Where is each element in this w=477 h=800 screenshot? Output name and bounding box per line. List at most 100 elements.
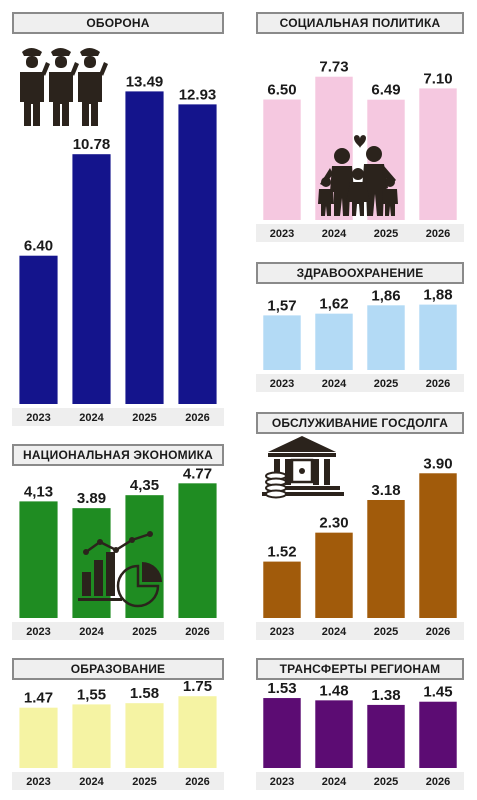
family-heart-icon bbox=[318, 135, 398, 216]
bar bbox=[178, 483, 217, 618]
data-label: 1,86 bbox=[371, 287, 400, 304]
data-label: 1,55 bbox=[77, 686, 106, 703]
tick-label: 2025 bbox=[374, 626, 398, 638]
chart-title: ТРАНСФЕРТЫ РЕГИОНАМ bbox=[256, 658, 464, 680]
chart-title: НАЦИОНАЛЬНАЯ ЭКОНОМИКА bbox=[12, 444, 224, 466]
bar bbox=[315, 532, 353, 618]
tick-label: 2023 bbox=[270, 228, 294, 240]
data-label: 6.40 bbox=[24, 238, 53, 255]
growth-chart-icon bbox=[78, 531, 162, 608]
data-label: 4.77 bbox=[183, 465, 212, 482]
tick-label: 2026 bbox=[185, 412, 209, 424]
bar bbox=[263, 99, 301, 220]
data-label: 3.89 bbox=[77, 490, 106, 507]
tick-label: 2024 bbox=[79, 412, 104, 424]
bar bbox=[72, 154, 111, 404]
tick-label: 2023 bbox=[270, 378, 294, 390]
bar bbox=[419, 701, 457, 768]
year-strip bbox=[12, 772, 224, 790]
tick-label: 2024 bbox=[79, 626, 104, 638]
bar bbox=[419, 88, 457, 220]
data-label: 1.52 bbox=[267, 544, 296, 561]
chart-title: ЗДРАВООХРАНЕНИЕ bbox=[256, 262, 464, 284]
tick-label: 2023 bbox=[26, 626, 50, 638]
tick-label: 2025 bbox=[374, 776, 398, 788]
bar bbox=[19, 707, 58, 768]
year-strip bbox=[256, 374, 464, 392]
tick-label: 2026 bbox=[426, 626, 450, 638]
bar bbox=[178, 696, 217, 768]
chart-title: ОБСЛУЖИВАНИЕ ГОСДОЛГА bbox=[256, 412, 464, 434]
chart-health: 1,57 2023 1,62 2024 1,86 2025 1,88 2026 bbox=[256, 287, 464, 392]
panel-economy: НАЦИОНАЛЬНАЯ ЭКОНОМИКА 4,13 2023 3.89 2024 4… bbox=[12, 444, 224, 642]
bar bbox=[367, 704, 405, 768]
bar bbox=[178, 104, 217, 405]
bar bbox=[315, 313, 353, 370]
bar bbox=[125, 495, 164, 618]
chart-social: 6.50 2023 7.73 2024 6.49 2025 7.10 2026 bbox=[256, 59, 464, 242]
chart-title: ОБРАЗОВАНИЕ bbox=[12, 658, 224, 680]
data-label: 6.50 bbox=[267, 82, 296, 99]
chart-education: 1.47 2023 1,55 2024 1.58 2025 1.75 2026 bbox=[12, 678, 224, 790]
chart-defense: 6.40 2023 10.78 2024 13.49 2025 12.93 2026 bbox=[12, 73, 224, 426]
data-label: 12.93 bbox=[179, 86, 217, 103]
data-label: 1.75 bbox=[183, 678, 212, 695]
tick-label: 2025 bbox=[374, 228, 398, 240]
tick-label: 2023 bbox=[270, 626, 294, 638]
tick-label: 2023 bbox=[26, 412, 50, 424]
data-label: 4,35 bbox=[130, 477, 159, 494]
chart-transfers: 1.53 2023 1.48 2024 1.38 2025 1.45 2026 bbox=[256, 680, 464, 790]
data-label: 1.38 bbox=[371, 687, 400, 704]
panel-defense: ОБОРОНА 6.40 2023 10.78 2024 13.49 2025 12.93 2… bbox=[12, 12, 224, 428]
data-label: 6.49 bbox=[371, 82, 400, 99]
tick-label: 2024 bbox=[322, 228, 347, 240]
bar bbox=[125, 91, 164, 404]
data-label: 1.58 bbox=[130, 685, 159, 702]
data-label: 13.49 bbox=[126, 73, 164, 90]
data-label: 7.73 bbox=[319, 59, 348, 76]
data-label: 1,62 bbox=[319, 296, 348, 313]
tick-label: 2024 bbox=[322, 776, 347, 788]
data-label: 1.48 bbox=[319, 682, 348, 699]
chart-title: СОЦИАЛЬНАЯ ПОЛИТИКА bbox=[256, 12, 464, 34]
tick-label: 2026 bbox=[185, 776, 209, 788]
panel-education: ОБРАЗОВАНИЕ 1.47 2023 1,55 2024 1.58 2025 1.75… bbox=[12, 658, 224, 792]
tick-label: 2026 bbox=[185, 626, 209, 638]
chart-title: ОБОРОНА bbox=[12, 12, 224, 34]
bar bbox=[263, 561, 301, 618]
data-label: 3.90 bbox=[423, 455, 452, 472]
panel-health: ЗДРАВООХРАНЕНИЕ 1,57 2023 1,62 2024 1,86 2025… bbox=[256, 262, 464, 394]
data-label: 1,88 bbox=[423, 287, 452, 304]
chart-debt: 1.52 2023 2.30 2024 3.18 2025 3.90 2026 bbox=[256, 455, 464, 640]
data-label: 1.47 bbox=[24, 690, 53, 707]
tick-label: 2026 bbox=[426, 378, 450, 390]
tick-label: 2024 bbox=[322, 378, 347, 390]
panel-social: СОЦИАЛЬНАЯ ПОЛИТИКА 6.50 2023 7.73 2024 6.49… bbox=[256, 12, 464, 244]
data-label: 2.30 bbox=[319, 515, 348, 532]
data-label: 10.78 bbox=[73, 136, 111, 153]
tick-label: 2026 bbox=[426, 776, 450, 788]
bar bbox=[367, 305, 405, 370]
tick-label: 2024 bbox=[79, 776, 104, 788]
bar bbox=[19, 255, 58, 404]
tick-label: 2025 bbox=[132, 626, 156, 638]
tick-label: 2025 bbox=[374, 378, 398, 390]
year-strip bbox=[12, 408, 224, 426]
year-strip bbox=[256, 772, 464, 790]
data-label: 1.45 bbox=[423, 684, 452, 701]
bar bbox=[367, 499, 405, 618]
bar bbox=[419, 304, 457, 370]
data-label: 1,57 bbox=[267, 297, 296, 314]
data-label: 3.18 bbox=[371, 482, 400, 499]
tick-label: 2024 bbox=[322, 626, 347, 638]
tick-label: 2023 bbox=[26, 776, 50, 788]
tick-label: 2023 bbox=[270, 776, 294, 788]
year-strip bbox=[256, 224, 464, 242]
panel-transfers: ТРАНСФЕРТЫ РЕГИОНАМ 1.53 2023 1.48 2024 1.38… bbox=[256, 658, 464, 792]
bar bbox=[19, 501, 58, 618]
bar bbox=[263, 698, 301, 768]
tick-label: 2026 bbox=[426, 228, 450, 240]
bank-coins-icon bbox=[262, 436, 344, 499]
bar bbox=[263, 315, 301, 370]
tick-label: 2025 bbox=[132, 412, 156, 424]
